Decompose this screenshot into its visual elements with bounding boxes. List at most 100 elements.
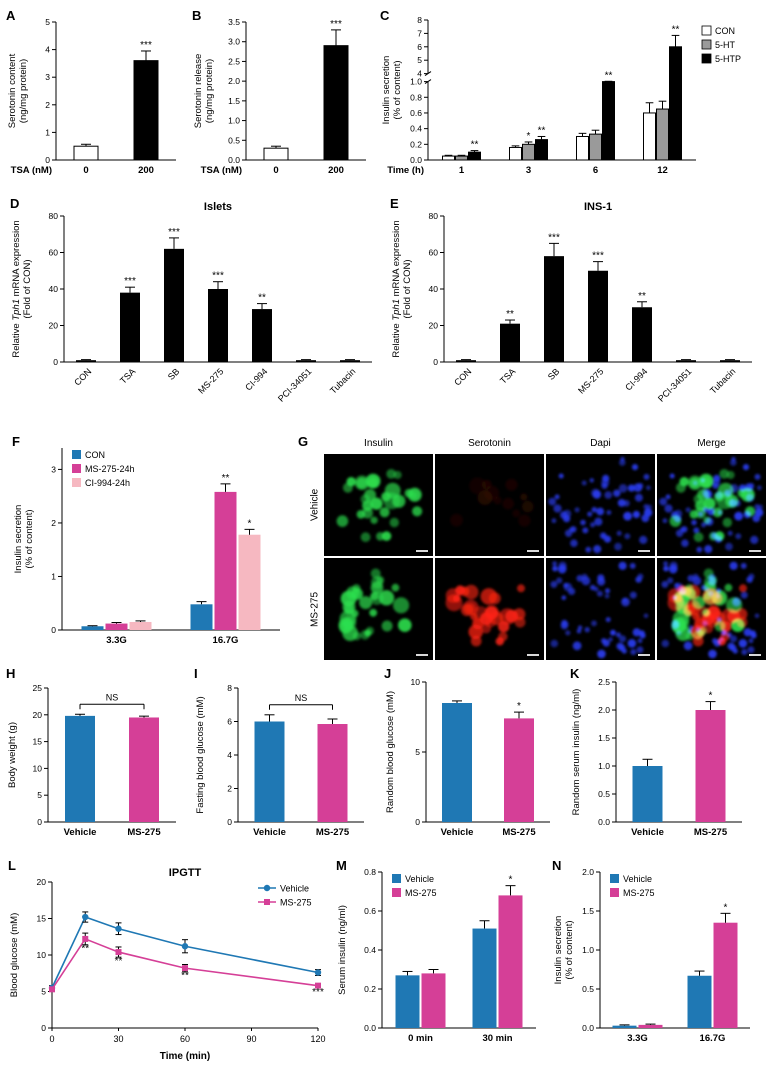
svg-text:MS-275: MS-275 xyxy=(405,888,437,898)
svg-text:Insulin secretion: Insulin secretion xyxy=(381,56,392,125)
svg-text:**: ** xyxy=(538,125,546,136)
panel-J-random-glucose-chart: J 0 5 10 Random blood glucose (mM) * Vehicle MS… xyxy=(384,666,562,852)
svg-text:(% of content): (% of content) xyxy=(392,60,403,119)
svg-text:CI-994-24h: CI-994-24h xyxy=(85,478,130,488)
svg-text:Random blood glucose (mM): Random blood glucose (mM) xyxy=(385,691,396,813)
scale-bar xyxy=(749,654,761,656)
svg-text:Vehicle: Vehicle xyxy=(623,874,652,884)
scale-bar xyxy=(416,654,428,656)
svg-text:0: 0 xyxy=(415,817,420,827)
svg-text:3: 3 xyxy=(45,72,50,82)
svg-text:**: ** xyxy=(222,473,230,484)
svg-text:PCI-34051: PCI-34051 xyxy=(276,366,313,403)
svg-text:0: 0 xyxy=(37,817,42,827)
svg-text:CON: CON xyxy=(72,366,93,387)
svg-text:Insulin secretion: Insulin secretion xyxy=(13,505,24,574)
svg-text:5: 5 xyxy=(415,747,420,757)
panel-letter: J xyxy=(384,666,392,681)
svg-text:1: 1 xyxy=(51,571,56,581)
svg-text:25: 25 xyxy=(33,683,43,693)
svg-text:**: ** xyxy=(258,293,266,304)
svg-text:1.0: 1.0 xyxy=(598,761,610,771)
svg-text:30: 30 xyxy=(113,1034,123,1044)
svg-text:(% of content): (% of content) xyxy=(24,509,35,568)
svg-text:Serotonin content: Serotonin content xyxy=(7,53,18,128)
panel-D-islets-tph1-chart: D 0 20 40 60 80 Relative Tph1 mRNA expression(… xyxy=(10,196,382,428)
svg-text:Random serum insulin (ng/ml): Random serum insulin (ng/ml) xyxy=(571,689,582,816)
svg-text:5: 5 xyxy=(45,17,50,27)
svg-text:(Fold of CON): (Fold of CON) xyxy=(402,259,413,318)
svg-text:***: *** xyxy=(592,251,604,262)
svg-text:*: * xyxy=(509,875,513,886)
svg-text:5-HT: 5-HT xyxy=(715,40,736,50)
svg-text:CON: CON xyxy=(715,26,735,36)
svg-text:MS-275-24h: MS-275-24h xyxy=(85,464,135,474)
svg-text:5-HTP: 5-HTP xyxy=(715,54,741,64)
channel-blue xyxy=(548,456,653,554)
svg-text:3.3G: 3.3G xyxy=(106,635,127,646)
grid-corner xyxy=(308,436,322,452)
svg-text:2.5: 2.5 xyxy=(598,677,610,687)
svg-text:(Fold of CON): (Fold of CON) xyxy=(22,259,33,318)
svg-text:MS-275: MS-275 xyxy=(623,888,655,898)
svg-text:20: 20 xyxy=(49,321,59,331)
svg-text:*: * xyxy=(517,701,521,712)
svg-text:0: 0 xyxy=(49,1034,54,1044)
panel-K-random-insulin-chart: K 0.0 0.5 1.0 1.5 2.0 2.5 Random serum insulin … xyxy=(570,666,754,852)
svg-text:0.8: 0.8 xyxy=(410,92,422,102)
svg-text:0.6: 0.6 xyxy=(410,108,422,118)
micro-cell-vehicle-dapi xyxy=(546,454,655,556)
svg-text:*: * xyxy=(248,518,252,529)
svg-text:0.8: 0.8 xyxy=(364,867,376,877)
svg-text:INS-1: INS-1 xyxy=(584,201,612,213)
column-header-dapi: Dapi xyxy=(590,438,611,449)
svg-text:200: 200 xyxy=(138,165,154,176)
svg-text:Time (h): Time (h) xyxy=(387,165,424,176)
svg-text:80: 80 xyxy=(49,211,59,221)
svg-text:4: 4 xyxy=(417,69,422,79)
column-header-serotonin: Serotonin xyxy=(468,438,511,449)
column-header-insulin: Insulin xyxy=(364,438,393,449)
chart-svg: 0.0 0.2 0.4 0.6 0.8 1.04 5 6 7 8 Insulin secretion… xyxy=(381,15,741,176)
svg-text:3: 3 xyxy=(526,165,531,176)
svg-text:2.0: 2.0 xyxy=(598,705,610,715)
svg-text:(% of content): (% of content) xyxy=(564,920,575,979)
svg-text:0.6: 0.6 xyxy=(364,906,376,916)
svg-text:12: 12 xyxy=(657,165,668,176)
micro-cell-ms275-serotonin xyxy=(435,558,544,660)
svg-text:0: 0 xyxy=(83,165,88,176)
svg-text:CI-994: CI-994 xyxy=(623,366,649,392)
panel-letter: A xyxy=(6,8,16,23)
svg-text:0.5: 0.5 xyxy=(582,984,594,994)
svg-text:SB: SB xyxy=(546,366,562,382)
channel-blue xyxy=(550,561,649,659)
svg-text:10: 10 xyxy=(33,763,43,773)
panel-E-ins1-tph1-chart: E 0 20 40 60 80 Relative Tph1 mRNA expression(… xyxy=(390,196,762,428)
svg-text:6: 6 xyxy=(593,165,598,176)
panel-C-insulin-secretion-time-chart: C 0.0 0.2 0.4 0.6 0.8 1.0 4 5 6 7 8 Insulin secretio… xyxy=(380,8,760,190)
svg-text:Relative Tph1 mRNA expression: Relative Tph1 mRNA expression xyxy=(391,220,402,357)
chart-svg: 0 1 2 3 4 5 Serotonin content (ng/mg protein) **… xyxy=(7,17,176,176)
svg-text:15: 15 xyxy=(37,914,47,924)
micro-cell-vehicle-insulin xyxy=(324,454,433,556)
svg-text:1.0: 1.0 xyxy=(582,945,594,955)
panel-letter: D xyxy=(10,196,20,211)
svg-text:6: 6 xyxy=(227,717,232,727)
micro-cell-ms275-insulin xyxy=(324,558,433,660)
panel-letter: N xyxy=(552,858,562,873)
svg-text:30 min: 30 min xyxy=(482,1033,512,1044)
channel-red xyxy=(445,584,526,647)
svg-text:60: 60 xyxy=(180,1034,190,1044)
svg-text:16.7G: 16.7G xyxy=(213,635,239,646)
svg-text:Body weight (g): Body weight (g) xyxy=(7,722,18,788)
svg-text:MS-275: MS-275 xyxy=(127,827,161,838)
svg-text:3.5: 3.5 xyxy=(228,17,240,27)
svg-text:***: *** xyxy=(124,276,136,287)
svg-text:3: 3 xyxy=(51,464,56,474)
svg-text:20: 20 xyxy=(37,877,47,887)
svg-text:***: *** xyxy=(212,271,224,282)
svg-text:***: *** xyxy=(330,19,342,30)
svg-text:0.0: 0.0 xyxy=(364,1023,376,1033)
chart-svg: 0 5 10 Random blood glucose (mM) * Vehicle MS-… xyxy=(385,677,550,838)
panel-letter: K xyxy=(570,666,580,681)
